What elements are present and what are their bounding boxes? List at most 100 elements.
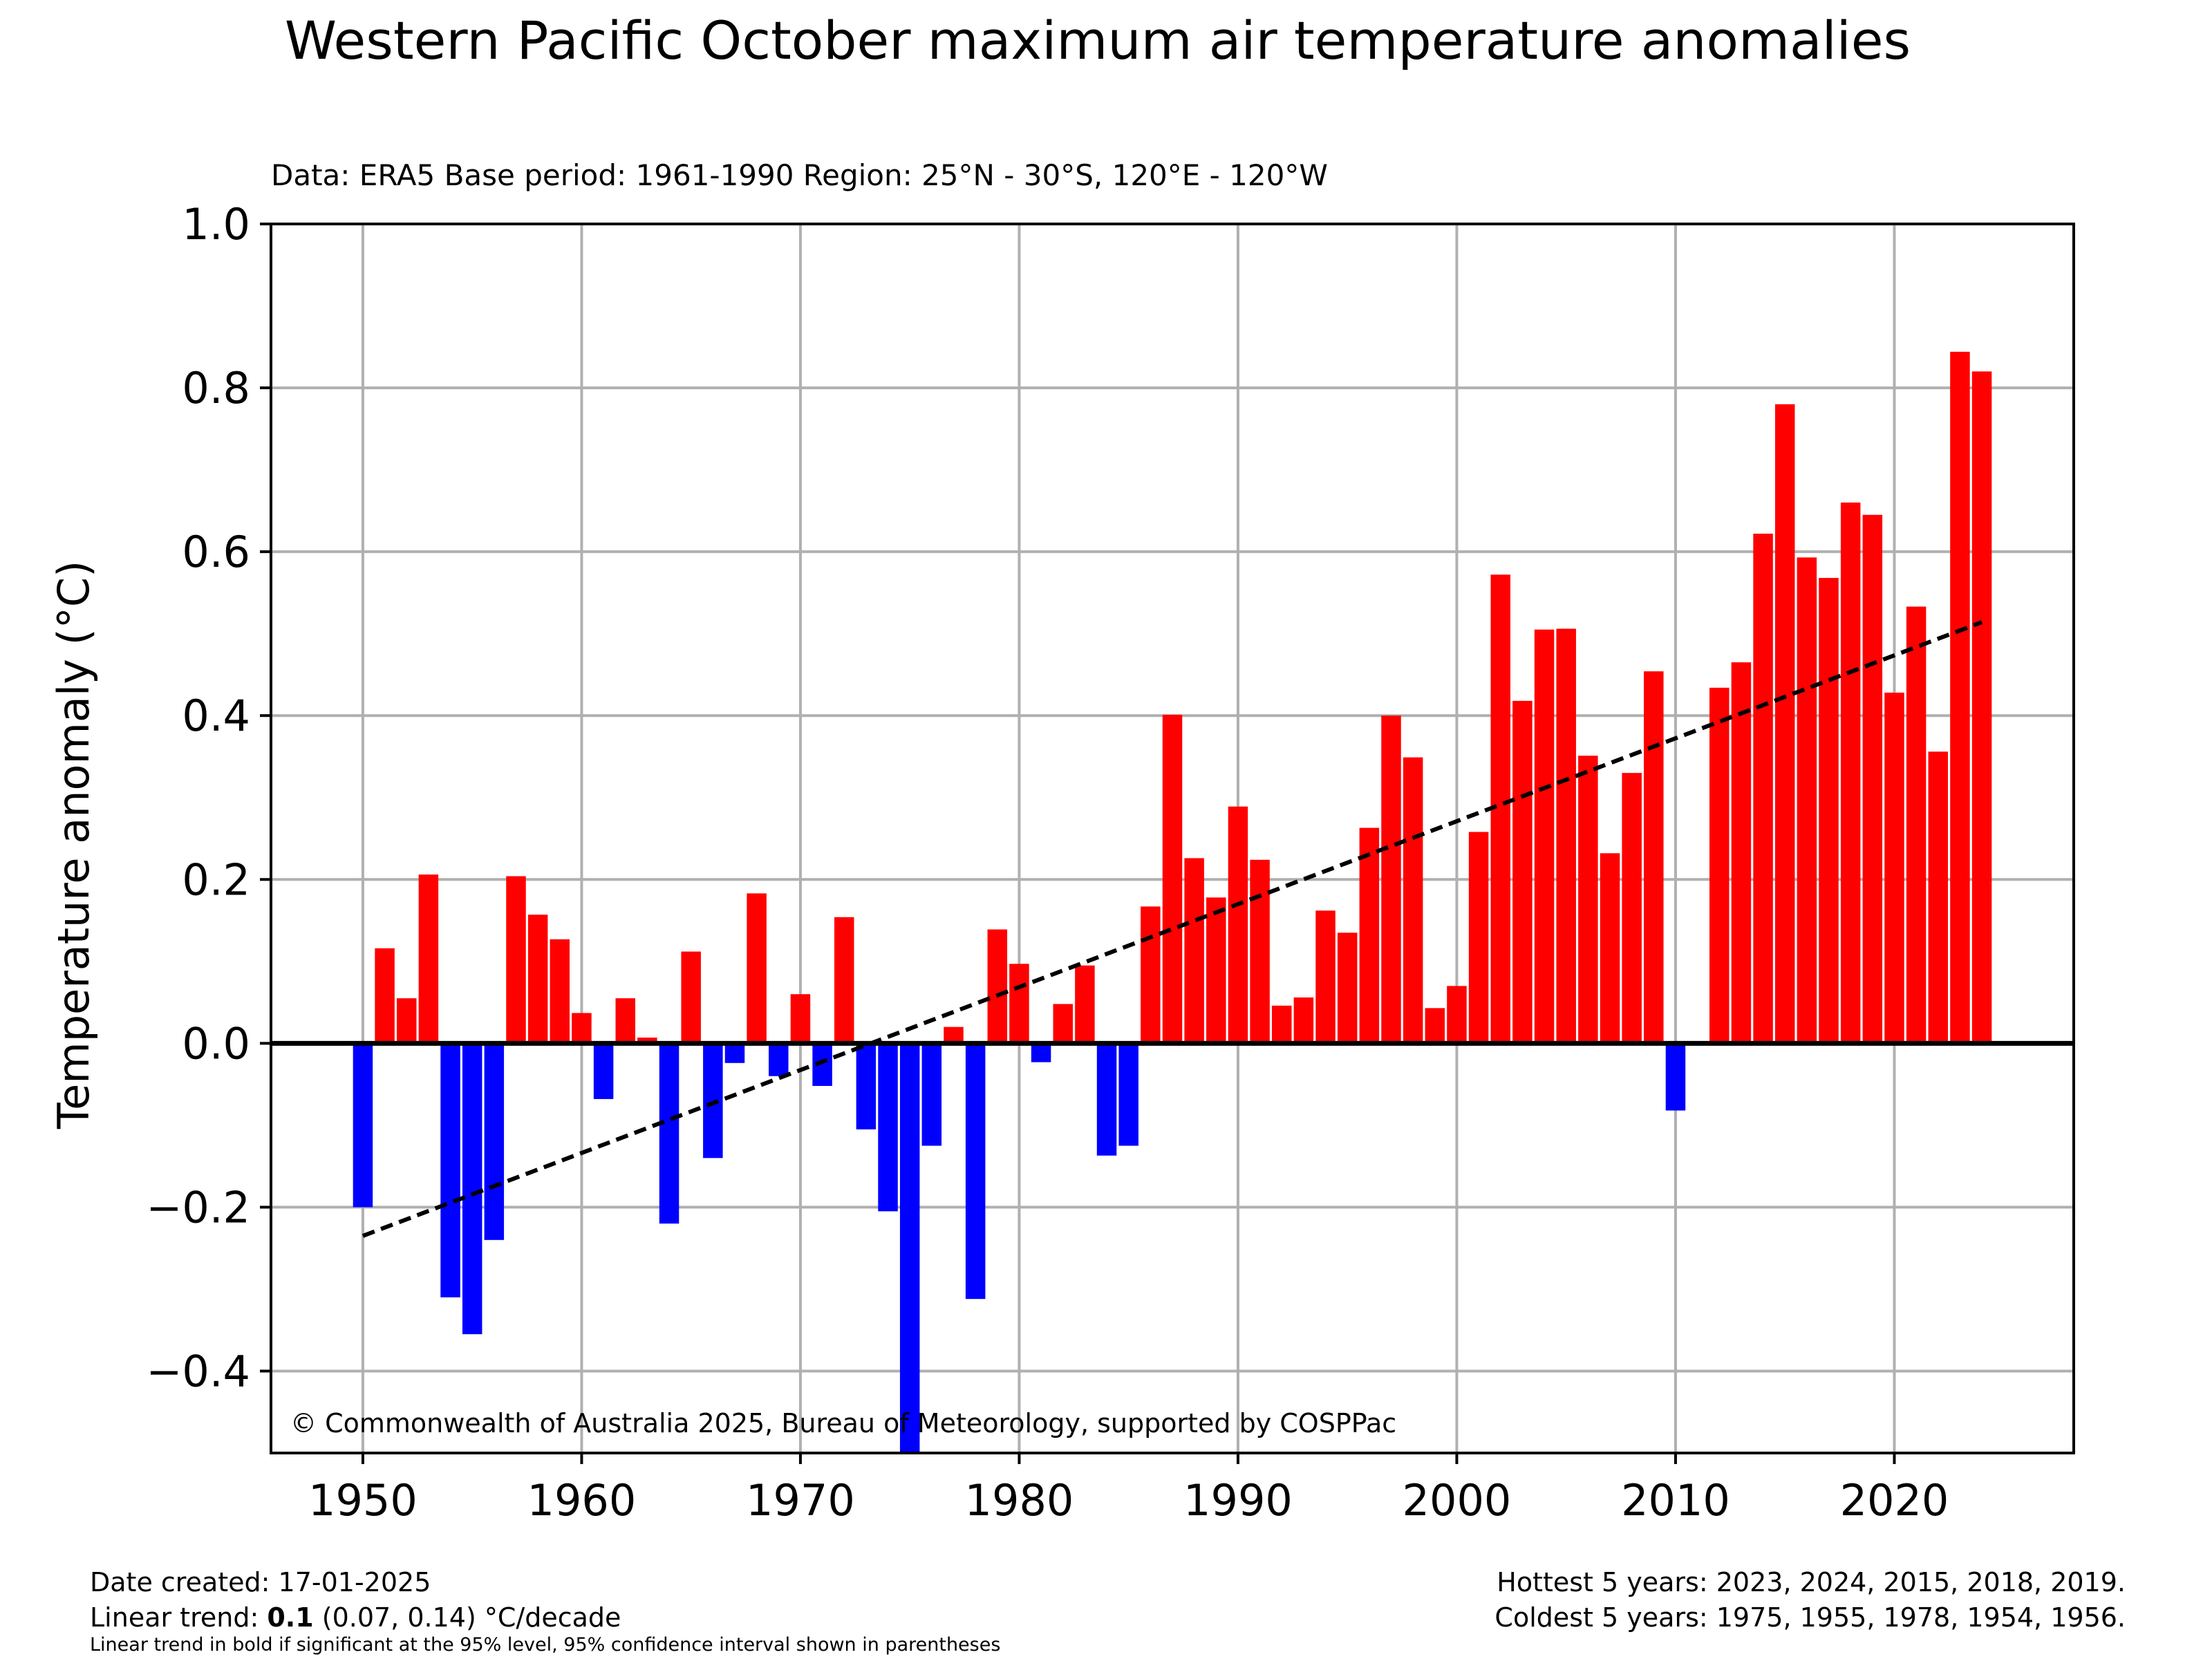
y-tick-label: 0.6	[182, 527, 250, 577]
bar	[593, 1043, 614, 1099]
footer-linear-trend: Linear trend: 0.1 (0.07, 0.14) °C/decade	[90, 1602, 621, 1633]
trend-suffix: (0.07, 0.14) °C/decade	[314, 1602, 621, 1633]
bar	[1337, 932, 1358, 1044]
bar	[899, 1043, 920, 1453]
bar	[418, 874, 439, 1044]
bar	[659, 1043, 679, 1224]
bar	[550, 939, 570, 1044]
bar	[1075, 965, 1095, 1044]
x-tick-label: 2000	[1403, 1475, 1512, 1526]
bar	[1381, 715, 1401, 1044]
y-tick-label: −0.4	[146, 1346, 250, 1396]
bar	[1359, 827, 1380, 1044]
bar	[1293, 997, 1314, 1044]
bar	[462, 1043, 482, 1335]
bar	[506, 876, 526, 1044]
bar	[1884, 693, 1904, 1044]
axis-ticks: 1950 1960 1970 1980 1990 2000 2010 2020 −0.4 −0.2…	[146, 199, 1949, 1526]
bar	[1819, 578, 1839, 1044]
bar	[1556, 628, 1576, 1044]
trend-prefix: Linear trend:	[90, 1602, 267, 1633]
bar	[615, 998, 635, 1044]
bar	[812, 1043, 832, 1086]
bar	[1403, 757, 1423, 1044]
bar	[1797, 557, 1817, 1044]
y-axis-label: Temperature anomaly (°C)	[48, 561, 99, 1130]
x-tick-label: 2010	[1621, 1475, 1730, 1526]
y-tick-label: 0.8	[182, 363, 250, 413]
bar	[1774, 404, 1795, 1044]
bar	[769, 1043, 789, 1076]
bar	[1206, 897, 1226, 1044]
copyright-text: © Commonwealth of Australia 2025, Bureau…	[290, 1408, 1396, 1438]
footer-date-created: Date created: 17-01-2025	[90, 1567, 431, 1597]
bar	[375, 948, 395, 1044]
bar	[1928, 751, 1949, 1044]
bar	[790, 994, 811, 1044]
bar	[965, 1043, 986, 1300]
y-tick-label: 0.4	[182, 691, 250, 741]
bar	[1031, 1043, 1051, 1062]
bar	[1009, 964, 1029, 1044]
bar	[1096, 1043, 1117, 1156]
y-tick-label: 0.2	[182, 854, 250, 905]
bar	[527, 915, 548, 1044]
footer-coldest-years: Coldest 5 years: 1975, 1955, 1978, 1954,…	[1494, 1602, 2126, 1633]
bar	[1141, 906, 1161, 1044]
bar	[681, 951, 701, 1044]
bar	[1665, 1043, 1686, 1111]
trend-line-mark	[362, 620, 1983, 1238]
x-tick-label: 2020	[1840, 1475, 1949, 1526]
footer-hottest-years: Hottest 5 years: 2023, 2024, 2015, 2018,…	[1497, 1567, 2126, 1597]
trend-line	[362, 620, 1983, 1238]
bars	[353, 351, 1992, 1453]
bar	[1950, 351, 1970, 1044]
bar	[878, 1043, 898, 1212]
bar	[987, 929, 1008, 1044]
bar	[834, 917, 854, 1044]
y-tick-label: 0.0	[182, 1018, 250, 1069]
bar	[1906, 606, 1927, 1044]
bar	[1468, 832, 1489, 1044]
bar	[1709, 687, 1730, 1044]
bar	[1578, 756, 1598, 1044]
bar	[396, 998, 417, 1044]
bar	[921, 1043, 942, 1146]
bar	[724, 1043, 745, 1063]
bar	[1862, 514, 1883, 1044]
x-tick-label: 1960	[527, 1475, 637, 1526]
bar	[1731, 662, 1752, 1044]
bar	[703, 1043, 723, 1159]
footer-trend-note: Linear trend in bold if significant at t…	[90, 1634, 1000, 1656]
bar	[1162, 715, 1183, 1044]
bar	[856, 1043, 877, 1130]
bar	[572, 1013, 592, 1044]
bar	[1600, 853, 1620, 1044]
bar	[1971, 371, 1992, 1044]
bar	[1184, 858, 1204, 1044]
bar	[1644, 671, 1664, 1044]
bar	[1315, 910, 1335, 1044]
bar	[440, 1043, 460, 1297]
y-tick-label: −0.2	[146, 1182, 250, 1232]
bar	[747, 893, 767, 1044]
x-tick-label: 1980	[965, 1475, 1074, 1526]
x-tick-label: 1950	[308, 1475, 418, 1526]
plot-frame	[270, 223, 2075, 1454]
bar	[1512, 700, 1533, 1044]
bar	[637, 1038, 657, 1044]
bar	[1118, 1043, 1138, 1146]
bar	[353, 1043, 373, 1208]
y-tick-label: 1.0	[182, 199, 250, 250]
bar	[1840, 503, 1861, 1044]
bar	[1272, 1005, 1292, 1044]
bar	[1753, 534, 1773, 1044]
bar	[1053, 1004, 1073, 1044]
bar	[1250, 859, 1270, 1044]
chart-subtitle: Data: ERA5 Base period: 1961-1990 Region…	[271, 158, 1328, 192]
bar	[1534, 629, 1555, 1044]
bar	[1622, 773, 1642, 1044]
x-tick-label: 1990	[1183, 1475, 1293, 1526]
bar	[484, 1043, 505, 1240]
